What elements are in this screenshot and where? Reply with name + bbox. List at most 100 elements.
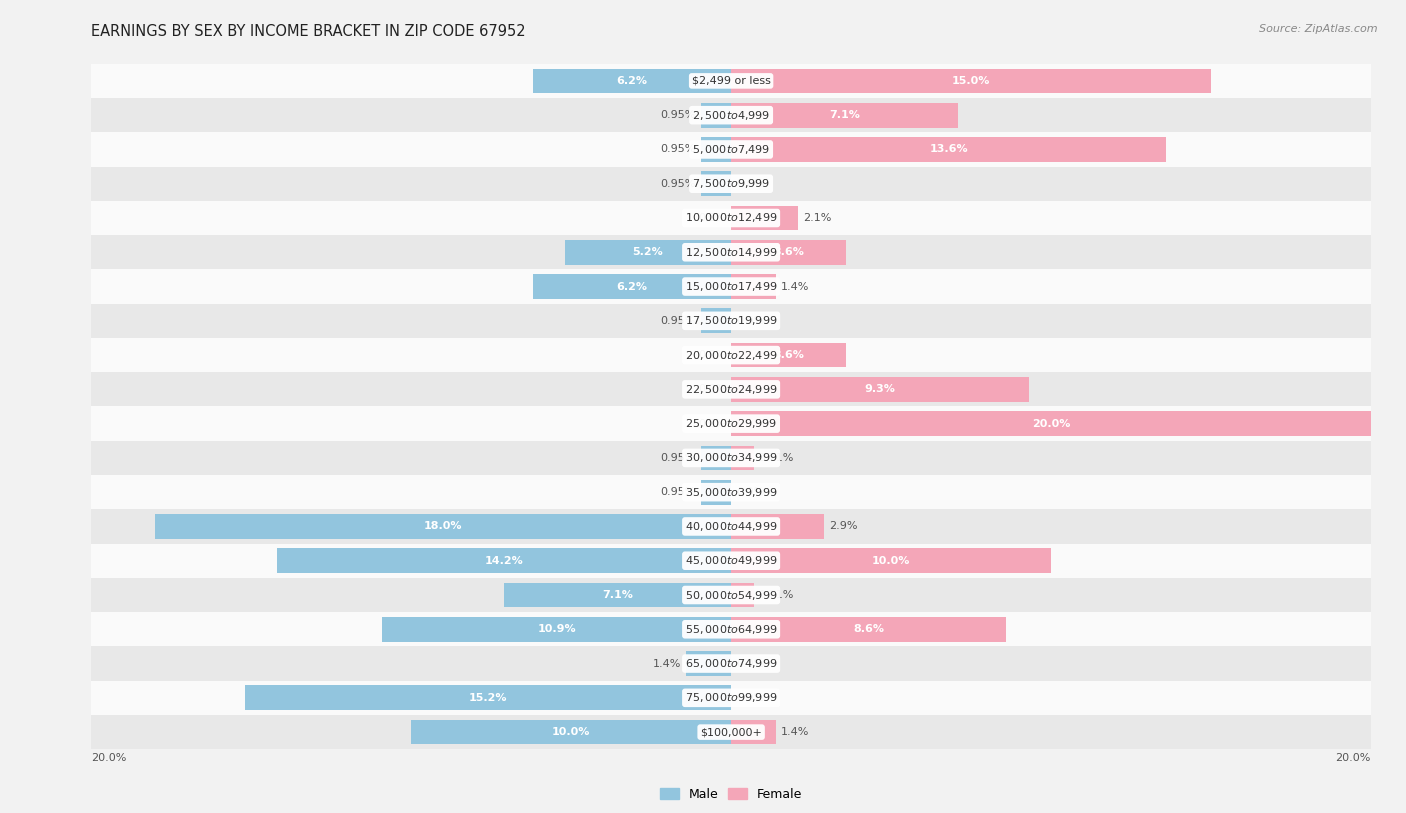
Bar: [731, 514, 824, 539]
Text: $50,000 to $54,999: $50,000 to $54,999: [685, 589, 778, 602]
Text: $65,000 to $74,999: $65,000 to $74,999: [685, 657, 778, 670]
Text: 1.4%: 1.4%: [654, 659, 682, 668]
Bar: [700, 480, 731, 505]
Text: 0.95%: 0.95%: [661, 179, 696, 189]
Bar: [411, 720, 731, 745]
Text: 15.0%: 15.0%: [952, 76, 990, 86]
Text: Source: ZipAtlas.com: Source: ZipAtlas.com: [1260, 24, 1378, 34]
Bar: [277, 549, 731, 573]
Text: 18.0%: 18.0%: [425, 521, 463, 532]
Bar: [91, 646, 1371, 680]
Bar: [731, 446, 754, 470]
Text: 0.0%: 0.0%: [697, 213, 727, 223]
Text: 10.0%: 10.0%: [553, 727, 591, 737]
Bar: [382, 617, 731, 641]
Text: 10.0%: 10.0%: [872, 556, 910, 566]
Text: 3.6%: 3.6%: [773, 350, 804, 360]
Bar: [731, 274, 776, 299]
Bar: [91, 133, 1371, 167]
Bar: [91, 269, 1371, 304]
Text: 0.0%: 0.0%: [735, 179, 765, 189]
Bar: [503, 583, 731, 607]
Text: 8.6%: 8.6%: [853, 624, 884, 634]
Text: 20.0%: 20.0%: [1336, 754, 1371, 763]
Bar: [91, 509, 1371, 544]
Text: 0.0%: 0.0%: [735, 693, 765, 702]
Text: 6.2%: 6.2%: [616, 76, 647, 86]
Text: 0.95%: 0.95%: [661, 453, 696, 463]
Bar: [686, 651, 731, 676]
Bar: [91, 612, 1371, 646]
Text: $25,000 to $29,999: $25,000 to $29,999: [685, 417, 778, 430]
Bar: [91, 338, 1371, 372]
Bar: [731, 411, 1371, 436]
Bar: [91, 235, 1371, 269]
Text: 3.6%: 3.6%: [773, 247, 804, 257]
Text: 15.2%: 15.2%: [468, 693, 508, 702]
Bar: [731, 377, 1029, 402]
Bar: [245, 685, 731, 711]
Text: 14.2%: 14.2%: [485, 556, 523, 566]
Text: $12,500 to $14,999: $12,500 to $14,999: [685, 246, 778, 259]
Text: $100,000+: $100,000+: [700, 727, 762, 737]
Bar: [731, 137, 1166, 162]
Text: 20.0%: 20.0%: [91, 754, 127, 763]
Text: $40,000 to $44,999: $40,000 to $44,999: [685, 520, 778, 533]
Bar: [731, 720, 776, 745]
Bar: [91, 406, 1371, 441]
Text: $55,000 to $64,999: $55,000 to $64,999: [685, 623, 778, 636]
Text: $2,500 to $4,999: $2,500 to $4,999: [692, 109, 770, 122]
Text: 0.0%: 0.0%: [697, 385, 727, 394]
Bar: [155, 514, 731, 539]
Bar: [731, 583, 754, 607]
Bar: [91, 98, 1371, 133]
Bar: [91, 201, 1371, 235]
Text: 13.6%: 13.6%: [929, 145, 967, 154]
Text: 1.4%: 1.4%: [780, 727, 808, 737]
Text: $45,000 to $49,999: $45,000 to $49,999: [685, 554, 778, 567]
Text: 0.71%: 0.71%: [759, 453, 794, 463]
Bar: [91, 372, 1371, 406]
Text: 1.4%: 1.4%: [780, 281, 808, 292]
Text: $15,000 to $17,499: $15,000 to $17,499: [685, 280, 778, 293]
Bar: [91, 167, 1371, 201]
Text: $75,000 to $99,999: $75,000 to $99,999: [685, 691, 778, 704]
Text: 0.0%: 0.0%: [697, 350, 727, 360]
Bar: [533, 274, 731, 299]
Text: 0.71%: 0.71%: [759, 590, 794, 600]
Bar: [731, 617, 1007, 641]
Bar: [91, 578, 1371, 612]
Text: $20,000 to $22,499: $20,000 to $22,499: [685, 349, 778, 362]
Text: 2.1%: 2.1%: [803, 213, 831, 223]
Text: 5.2%: 5.2%: [633, 247, 664, 257]
Bar: [91, 441, 1371, 475]
Text: $7,500 to $9,999: $7,500 to $9,999: [692, 177, 770, 190]
Bar: [91, 63, 1371, 98]
Legend: Male, Female: Male, Female: [655, 783, 807, 806]
Bar: [731, 102, 959, 128]
Bar: [700, 172, 731, 196]
Text: 10.9%: 10.9%: [537, 624, 576, 634]
Text: 0.95%: 0.95%: [661, 145, 696, 154]
Text: 0.0%: 0.0%: [735, 659, 765, 668]
Bar: [91, 715, 1371, 750]
Bar: [91, 304, 1371, 338]
Text: 6.2%: 6.2%: [616, 281, 647, 292]
Bar: [700, 446, 731, 470]
Text: 7.1%: 7.1%: [830, 111, 860, 120]
Text: 0.0%: 0.0%: [697, 419, 727, 428]
Bar: [731, 240, 846, 264]
Bar: [533, 68, 731, 93]
Bar: [91, 544, 1371, 578]
Text: $10,000 to $12,499: $10,000 to $12,499: [685, 211, 778, 224]
Bar: [700, 102, 731, 128]
Bar: [91, 475, 1371, 509]
Bar: [731, 68, 1211, 93]
Bar: [700, 308, 731, 333]
Text: 0.95%: 0.95%: [661, 315, 696, 326]
Text: 0.95%: 0.95%: [661, 111, 696, 120]
Text: $2,499 or less: $2,499 or less: [692, 76, 770, 86]
Text: $5,000 to $7,499: $5,000 to $7,499: [692, 143, 770, 156]
Text: 0.95%: 0.95%: [661, 487, 696, 498]
Text: 9.3%: 9.3%: [865, 385, 896, 394]
